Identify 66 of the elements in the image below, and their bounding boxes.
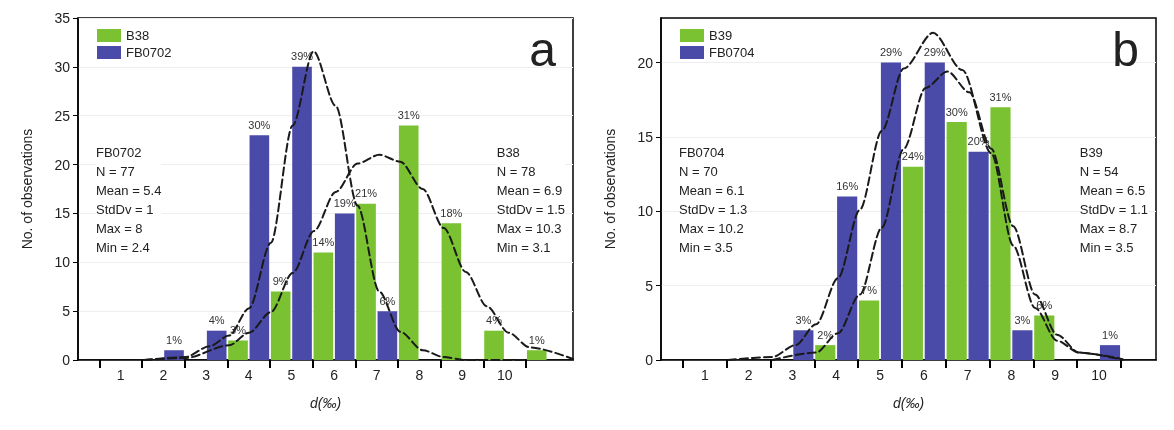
annotation: B39 N = 54 Mean = 6.5 StdDv = 1.1 Max = 8.7 Min = 3.5 [1079,145,1149,255]
y-tick-label: 0 [645,352,654,368]
x-tick-label: 7 [372,367,381,383]
x-tick-label: 10 [1091,367,1108,383]
y-tick-label: 5 [645,277,654,294]
annotation: 3% [1014,313,1031,326]
x-tick-label: 8 [1007,367,1016,383]
x-tick-label: 2 [744,367,753,383]
y-tick-label: 15 [637,128,654,145]
annotation: 18% [440,206,463,219]
y-tick-label: 5 [62,303,71,320]
x-tick-label: 5 [287,367,296,383]
annotation: 4% [208,314,225,327]
annotation: FB0704 N = 70 Mean = 6.1 StdDv = 1.3 Max = 10.2 Min = 3.5 [679,145,748,255]
annotation: 29% [879,46,903,59]
annotation: 29% [923,46,946,59]
chart-title: a [529,22,557,76]
x-tick-label: 6 [330,367,339,383]
y-axis-title: No. of observations [19,128,35,250]
y-tick-label: 10 [54,254,71,271]
annotation: 30% [248,118,271,131]
x-axis-title: d(‰) [309,395,342,411]
x-tick-label: 3 [202,367,211,383]
annotation: 21% [355,187,378,200]
annotation: 3% [795,313,812,326]
annotation: 1% [528,333,545,346]
x-tick-label: 7 [963,367,972,383]
annotation: 1% [166,333,183,346]
annotation: 16% [836,179,859,192]
chart-title: b [1112,22,1140,76]
x-tick-label: 4 [244,367,253,383]
y-axis-title: No. of observations [602,128,618,250]
annotation: 31% [397,108,420,121]
legend-label: FB0702 [126,45,172,60]
y-tick-label: 25 [54,107,71,124]
x-tick-label: 1 [116,367,125,383]
annotation: 24% [901,150,925,163]
y-tick-label: 15 [54,205,71,222]
legend-label: B38 [126,28,150,43]
x-tick-label: 8 [415,367,424,383]
x-tick-label: 1 [700,367,709,383]
x-tick-label: 3 [788,367,797,383]
annotation: 1% [1102,328,1119,341]
annotation: B38 N = 78 Mean = 6.9 StdDv = 1.5 Max = 10.3 Min = 3.1 [496,145,566,255]
x-tick-label: 10 [496,367,513,383]
annotation: 6% [379,294,396,307]
annotation: 14% [312,236,335,249]
annotation: 31% [989,90,1012,103]
x-tick-label: 2 [159,367,168,383]
y-tick-label: 10 [637,203,654,220]
legend-label: B39 [709,28,733,43]
y-tick-label: 20 [54,156,71,173]
x-tick-label: 6 [919,367,928,383]
x-axis-title: d(‰) [892,395,925,411]
annotation: 19% [333,196,356,209]
x-tick-label: 9 [458,367,467,383]
y-tick-label: 20 [637,54,654,71]
x-tick-label: 4 [832,367,841,383]
x-tick-label: 9 [1051,367,1060,383]
legend-label: FB0704 [709,45,755,60]
annotation: FB0702 N = 77 Mean = 5.4 StdDv = 1 Max = 8 Min = 2.4 [96,145,162,255]
y-tick-label: 35 [54,10,71,26]
y-tick-label: 0 [62,352,71,368]
y-tick-label: 30 [54,58,71,75]
annotation: 30% [945,105,968,118]
x-tick-label: 5 [876,367,885,383]
